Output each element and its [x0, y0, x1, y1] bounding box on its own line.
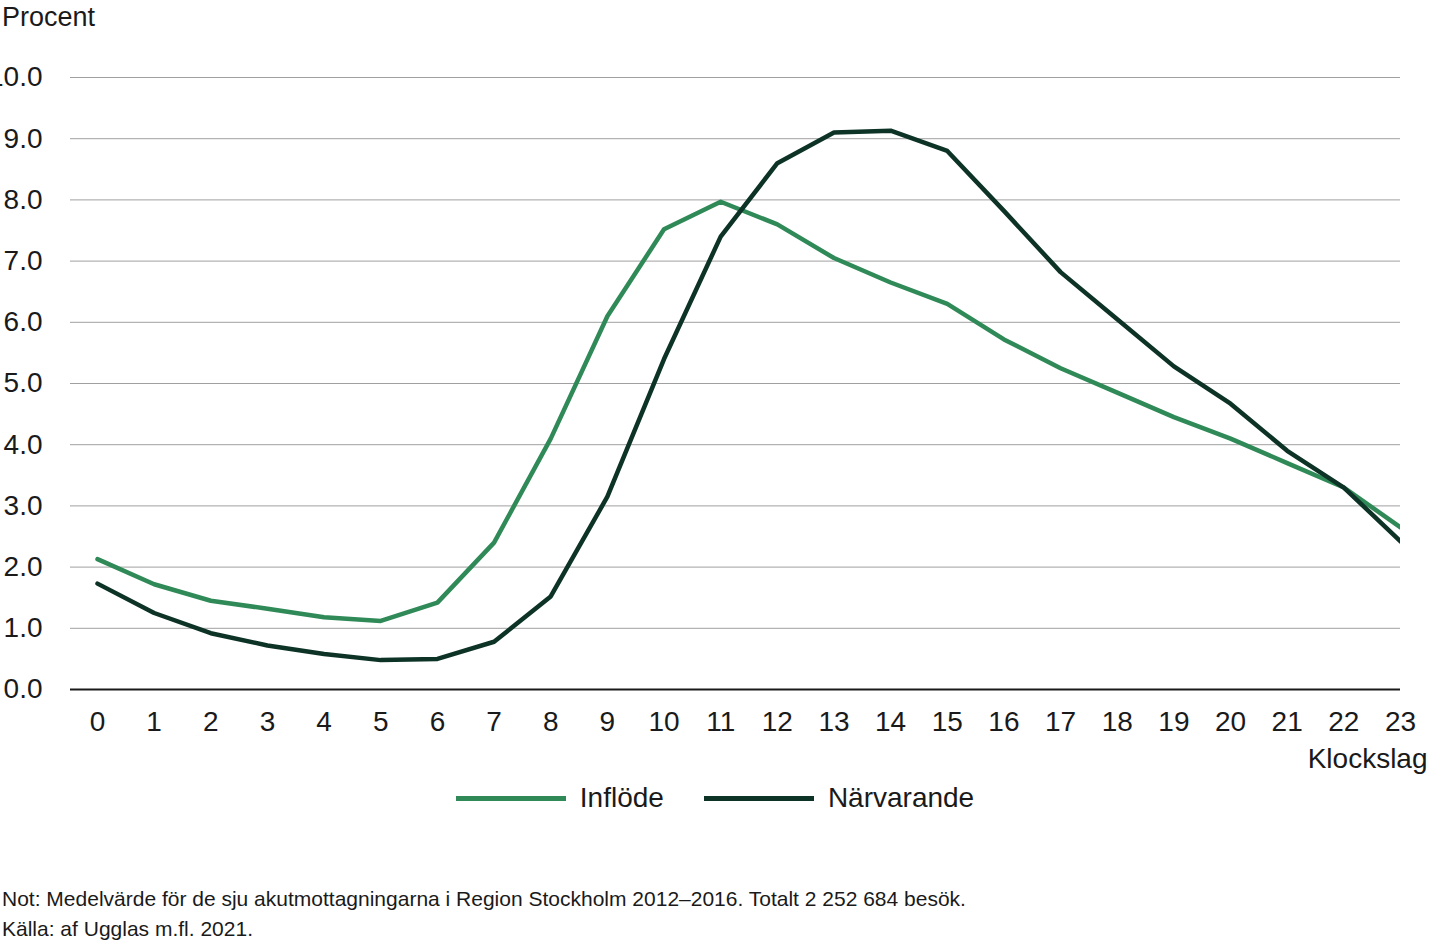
html-text:Procent: Procent — [2, 2, 96, 32]
svg-text:1.0: 1.0 — [4, 612, 43, 643]
svg-text:0: 0 — [90, 706, 106, 737]
svg-text:7.0: 7.0 — [4, 245, 43, 276]
svg-text:21: 21 — [1272, 706, 1303, 737]
svg-text:4.0: 4.0 — [4, 429, 43, 460]
svg-text:3.0: 3.0 — [4, 490, 43, 521]
svg-text:10.0: 10.0 — [0, 61, 43, 92]
svg-text:2.0: 2.0 — [4, 551, 43, 582]
svg-text:8.0: 8.0 — [4, 184, 43, 215]
svg-text:9.0: 9.0 — [4, 123, 43, 154]
svg-text:11: 11 — [706, 706, 735, 737]
svg-text:13: 13 — [818, 706, 849, 737]
svg-text:22: 22 — [1328, 706, 1359, 737]
svg-text:5.0: 5.0 — [4, 367, 43, 398]
svg-text:5: 5 — [373, 706, 389, 737]
svg-text:10: 10 — [648, 706, 679, 737]
svg-text:17: 17 — [1045, 706, 1076, 737]
svg-text:3: 3 — [260, 706, 276, 737]
html-text:Närvarande: Närvarande — [827, 782, 975, 813]
svg-text:19: 19 — [1158, 706, 1189, 737]
svg-text:0.0: 0.0 — [4, 673, 43, 704]
svg-text:20: 20 — [1215, 706, 1246, 737]
html-text:Not: Medelvärde för de sju aku: Not: Medelvärde för de sju akutmottagnin… — [2, 887, 966, 910]
svg-text:Klockslag: Klockslag — [1308, 743, 1428, 774]
svg-text:6: 6 — [430, 706, 446, 737]
svg-text:4: 4 — [316, 706, 332, 737]
svg-text:1: 1 — [146, 706, 162, 737]
svg-text:9: 9 — [600, 706, 616, 737]
html-text:Källa: af Ugglas m.fl. 2021.: Källa: af Ugglas m.fl. 2021. — [2, 917, 253, 940]
svg-text:23: 23 — [1385, 706, 1416, 737]
svg-text:8: 8 — [543, 706, 559, 737]
svg-text:15: 15 — [932, 706, 963, 737]
svg-text:12: 12 — [762, 706, 793, 737]
svg-text:16: 16 — [988, 706, 1019, 737]
svg-text:6.0: 6.0 — [4, 306, 43, 337]
svg-text:18: 18 — [1102, 706, 1133, 737]
svg-text:2: 2 — [203, 706, 219, 737]
svg-text:14: 14 — [875, 706, 906, 737]
svg-text:7: 7 — [486, 706, 502, 737]
html-text:Inflöde: Inflöde — [579, 782, 664, 813]
